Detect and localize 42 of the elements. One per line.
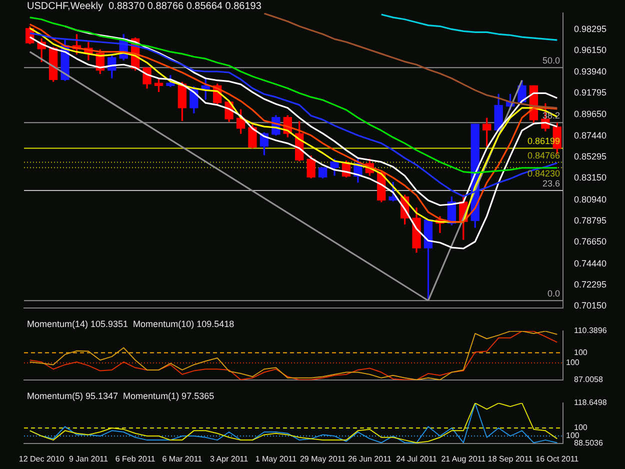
- y-tick-label: 110.3896: [574, 326, 608, 336]
- x-tick-label: 26 Jun 2011: [348, 454, 392, 464]
- chart-title: Momentum(14) 105.9351 Momentum(10) 109.5418: [27, 318, 234, 329]
- y-tick-label: 0.91795: [574, 88, 607, 98]
- y-tick-label: 0.96150: [574, 44, 607, 55]
- annotation: 0.0: [547, 288, 560, 299]
- y-tick-label: 0.80940: [574, 194, 607, 204]
- y-tick-label: 100: [574, 348, 588, 357]
- text: 100: [566, 431, 580, 440]
- y-tick-label: 0.70150: [574, 300, 607, 311]
- x-tick-label: 18 Sep 2011: [488, 454, 534, 464]
- x-tick-label: 9 Jan 2011: [68, 454, 108, 464]
- x-tick-label: 29 May 2011: [300, 454, 346, 464]
- y-tick-label: 0.87440: [574, 130, 607, 140]
- y-tick-label: 0.98295: [574, 24, 607, 34]
- x-tick-label: 1 May 2011: [255, 454, 298, 464]
- x-tick-label: 6 Feb 2011: [115, 454, 156, 464]
- annotation: 23.6: [542, 178, 560, 188]
- y-tick-label: 0.72295: [574, 279, 607, 290]
- text: 100: [566, 358, 580, 368]
- y-tick-label: 0.83150: [574, 172, 607, 183]
- x-tick-label: 6 Mar 2011: [162, 454, 203, 464]
- y-tick-label: 0.93940: [574, 66, 607, 77]
- x-tick-label: 16 Oct 2011: [536, 454, 580, 464]
- annotation: 50.0: [542, 56, 560, 66]
- ref-line-label: 0.84230: [527, 168, 560, 179]
- y-tick-label: 0.76650: [574, 236, 607, 247]
- y-tick-label: 118.6498: [574, 398, 608, 408]
- y-tick-label: 0.89650: [574, 108, 607, 119]
- chart-title: USDCHF,Weekly 0.88370 0.88766 0.85664 0.86193: [27, 0, 262, 12]
- y-tick-label: 0.78795: [574, 216, 607, 226]
- y-tick-label: 0.74440: [574, 258, 607, 268]
- ref-line-label: 0.84766: [527, 150, 560, 160]
- x-tick-label: 24 Jul 2011: [396, 454, 438, 464]
- x-tick-label: 12 Dec 2010: [18, 454, 65, 464]
- x-tick-label: 3 Apr 2011: [210, 454, 249, 464]
- x-tick-label: 21 Aug 2011: [441, 454, 486, 464]
- chart-title: Momentum(5) 95.1347 Momentum(1) 97.5365: [27, 390, 214, 401]
- y-tick-label: 100: [574, 423, 588, 432]
- y-tick-label: 88.5036: [574, 438, 604, 448]
- y-tick-label: 0.85295: [574, 152, 607, 162]
- y-tick-label: 87.0058: [574, 375, 604, 384]
